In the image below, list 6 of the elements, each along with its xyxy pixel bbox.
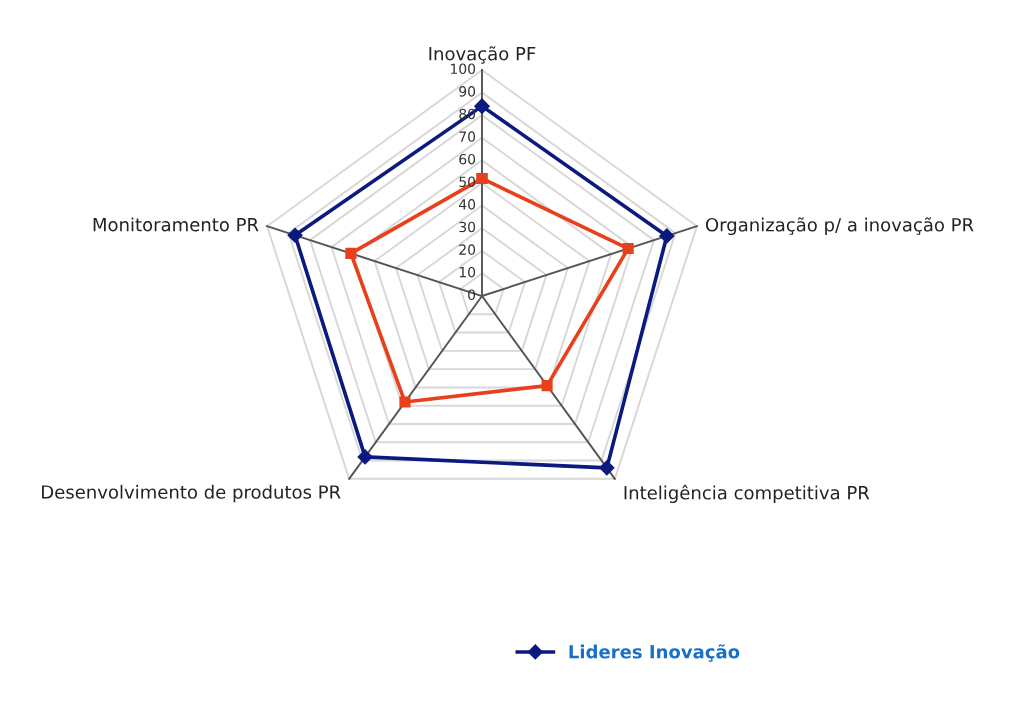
spoke-label: Inteligência competitiva PR — [624, 484, 870, 504]
spoke-label: Monitoramento PR — [93, 217, 259, 232]
legend-label: Lideres Inovação — [569, 644, 740, 662]
spoke-label: Organização p/ a inovação PR — [705, 217, 974, 236]
spoke-label: Desenvolvimento de produtos PR — [42, 484, 341, 503]
spoke-label: Inovação PF — [429, 46, 536, 64]
